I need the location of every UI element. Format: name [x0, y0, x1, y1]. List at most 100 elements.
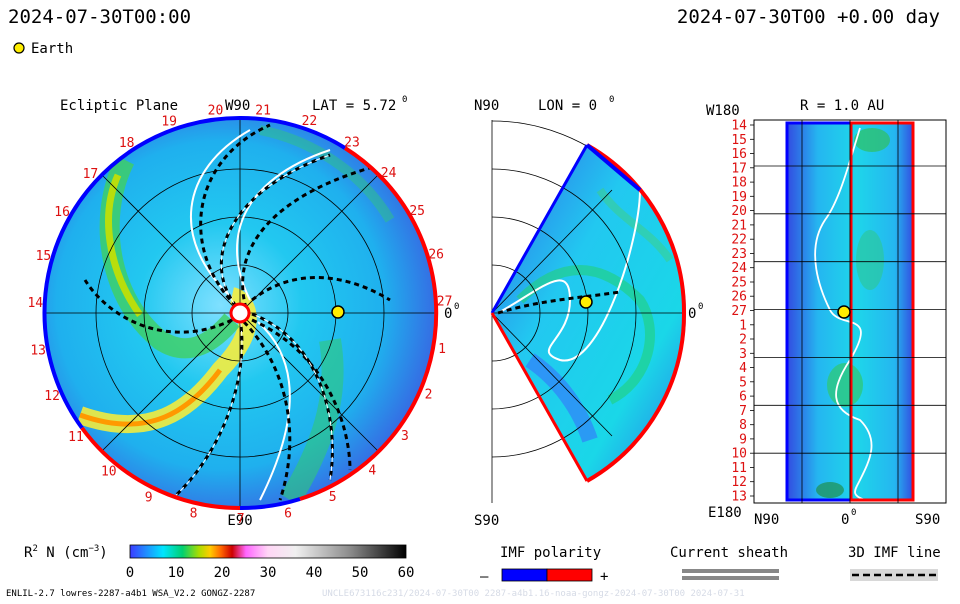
radial-y-label: 8 [739, 418, 747, 433]
imf-line [497, 290, 621, 315]
imf-plus-label: + [600, 569, 608, 585]
current-sheet-line [814, 127, 873, 501]
rotation-number-labels: 20 21222324252627123456789101112131415161… [27, 103, 452, 527]
earth-marker-icon [837, 305, 851, 319]
rotation-number: 19 [161, 115, 177, 130]
colorbar-gradient [129, 544, 407, 559]
datetime-right: 2024-07-30T00 +0.00 day [677, 6, 940, 28]
ecliptic-lat-superscript: 0 [402, 95, 407, 105]
density-blob [816, 482, 844, 498]
rotation-number: 23 [344, 135, 360, 150]
radial-y-label: 20 [731, 204, 747, 219]
earth-marker-icon [331, 305, 345, 319]
ecliptic-right-superscript: 0 [454, 302, 459, 312]
meridional-lon-label: LON = 0 [538, 98, 597, 114]
rotation-number: 27 [437, 294, 453, 309]
rotation-number: 2 [425, 388, 433, 403]
radial-y-label: 6 [739, 390, 747, 405]
radial-bottom-left-label: E180 [708, 505, 742, 521]
radial-y-label: 3 [739, 347, 747, 362]
radial-y-label: 17 [731, 161, 747, 176]
radial-x-mid-label: 0 [841, 512, 849, 528]
radial-y-label: 22 [731, 233, 747, 248]
meridional-right-superscript: 0 [698, 302, 703, 312]
radial-y-label: 1 [739, 318, 747, 333]
radial-y-label: 26 [731, 290, 747, 305]
ecliptic-rim-positive [80, 426, 241, 511]
rotation-number: 16 [54, 205, 70, 220]
radial-y-label: 5 [739, 375, 747, 390]
density-stream [259, 125, 395, 223]
radial-y-label: 23 [731, 247, 747, 262]
ecliptic-top-label: W90 [225, 98, 250, 114]
radial-x-left-label: N90 [754, 512, 779, 528]
density-stream [516, 265, 655, 405]
meridional-panel: N90 LON = 0 0 S90 0 0 [474, 95, 703, 529]
colorbar-tick-label: 20 [214, 565, 231, 581]
rotation-number: 14 [27, 296, 43, 311]
rotation-number: 18 [119, 136, 135, 151]
ecliptic-rim-positive [299, 146, 439, 501]
density-stream [280, 338, 344, 506]
ecliptic-lat-label: LAT = 5.72 [312, 98, 396, 114]
rotation-number: 21 [255, 103, 271, 118]
colorbar-tick-label: 30 [260, 565, 277, 581]
datetime-left: 2024-07-30T00:00 [8, 6, 191, 28]
radial-y-label: 13 [731, 490, 747, 505]
radial-x-mid-superscript: 0 [851, 508, 856, 518]
current-sheath-legend: Current sheath [670, 545, 788, 580]
rotation-number: 4 [368, 464, 376, 479]
sun-icon [229, 302, 251, 324]
meridional-edge-north [490, 144, 589, 314]
footer-run-info: ENLIL-2.7 lowres-2287-a4b1 WSA_V2.2 GONG… [6, 589, 255, 599]
ecliptic-bottom-label: E90 [227, 513, 252, 529]
radial-y-label: 15 [731, 133, 747, 148]
colorbar-tick-label: 50 [352, 565, 369, 581]
rotation-number: 25 [409, 204, 425, 219]
radial-y-label: 10 [731, 447, 747, 462]
colorbar-tick-label: 0 [126, 565, 134, 581]
radial-y-label: 14 [731, 119, 747, 134]
radial-y-label: 2 [739, 333, 747, 348]
density-blob [854, 128, 890, 152]
imf-polarity-legend: IMF polarity – + [480, 545, 608, 585]
rotation-number: 22 [302, 114, 318, 129]
earth-marker-icon [579, 295, 593, 309]
rotation-number: 11 [68, 430, 84, 445]
ecliptic-rim-negative [239, 497, 301, 511]
radial-top-left-label: W180 [706, 103, 740, 119]
radial-x-right-label: S90 [915, 512, 940, 528]
radial-y-label: 25 [731, 276, 747, 291]
radial-positive-sector [849, 121, 915, 502]
imf-negative-swatch [501, 568, 548, 582]
radial-y-label: 12 [731, 475, 747, 490]
meridional-bottom-label: S90 [474, 513, 499, 529]
meridional-rim-negative [585, 143, 642, 192]
rotation-number: 3 [401, 429, 409, 444]
rotation-number: 9 [145, 491, 153, 506]
imf-line-title: 3D IMF line [848, 545, 941, 561]
footer-run-id: UNCLE673116c231/2024-07-30T00 2287-a4b1.… [322, 589, 745, 599]
rotation-number: 10 [101, 465, 117, 480]
ecliptic-title: Ecliptic Plane [60, 98, 178, 114]
radial-y-label: 19 [731, 190, 747, 205]
density-stream [596, 187, 674, 263]
radial-y-label: 21 [731, 218, 747, 233]
radial-y-label: 9 [739, 432, 747, 447]
earth-legend-icon [13, 42, 25, 54]
meridional-edge-south [490, 312, 589, 482]
rotation-number: 8 [190, 507, 198, 522]
radial-y-label: 4 [739, 361, 747, 376]
current-sheath-swatch [682, 569, 779, 573]
rotation-number: 7 [237, 512, 245, 527]
imf-minus-label: – [480, 569, 489, 585]
radial-y-label: 7 [739, 404, 747, 419]
radial-y-label: 24 [731, 261, 747, 276]
radial-title: R = 1.0 AU [800, 98, 884, 114]
current-sheath-title: Current sheath [670, 545, 788, 561]
density-colorbar: R2 N (cm−3) 0 10 20 30 40 50 60 [24, 544, 414, 581]
rotation-number: 12 [44, 389, 60, 404]
colorbar-tick-label: 10 [168, 565, 185, 581]
rotation-number: 20 [208, 104, 224, 119]
